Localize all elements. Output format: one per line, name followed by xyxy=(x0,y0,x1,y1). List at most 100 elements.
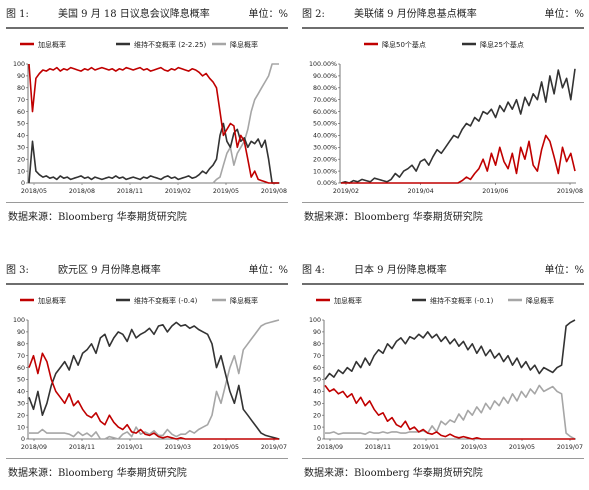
y-tick-label: 100.00% xyxy=(309,61,337,68)
y-tick-label: 80 xyxy=(17,341,25,348)
chart-4: 加息概率 维持不变概率 (-0.1) 降息概率 0 10 20 30 40 50 60 70 80 90… xyxy=(309,296,583,451)
header-rule xyxy=(302,283,584,285)
y-tick-label: 50.00% xyxy=(313,121,337,128)
x-tick-label: 2019/03 xyxy=(461,444,487,451)
legend-label: 维持不变概率 (-0.4) xyxy=(134,296,198,305)
y-tick-label: 0 xyxy=(21,180,25,187)
y-tick-label: 90 xyxy=(17,329,25,336)
y-tick-label: 40 xyxy=(17,133,25,140)
footer-rule xyxy=(6,458,288,459)
y-tick-label: 0 xyxy=(317,436,321,443)
chart-1: 加息概率 维持不变概率 (2-2.25) 降息概率 0 10 20 30 40 50 60 70 80… xyxy=(13,40,287,195)
y-tick-label: 30 xyxy=(17,401,25,408)
legend-label: 加息概率 xyxy=(38,40,66,49)
y-tick-label: 70 xyxy=(17,97,25,104)
series-line xyxy=(29,63,279,184)
y-tick-label: 60.00% xyxy=(313,109,337,116)
y-tick-label: 100 xyxy=(13,61,25,68)
chart-2: 降息50个基点 降息25个基点 0.00% 10.00% 20.00% 30.00% 40.… xyxy=(309,40,583,195)
y-tick-label: 90.00% xyxy=(313,73,337,80)
y-tick-label: 30 xyxy=(313,401,321,408)
series-line xyxy=(28,63,279,184)
chart-title: 欧元区 9 月份降息概率 xyxy=(58,265,161,276)
source-text: 数据来源：Bloomberg 华泰期货研究院 xyxy=(8,212,187,223)
chart-title: 美国 9 月 18 日议息会议降息概率 xyxy=(58,9,210,20)
x-tick-label: 2018/05 xyxy=(21,188,47,195)
y-tick-label: 20 xyxy=(313,412,321,419)
x-tick-label: 2019/07 xyxy=(557,444,583,451)
y-tick-label: 80.00% xyxy=(313,85,337,92)
y-tick-label: 50 xyxy=(17,377,25,384)
legend-label: 加息概率 xyxy=(38,296,66,305)
panel-header: 图 1: 美国 9 月 18 日议息会议降息概率 单位：% xyxy=(6,6,288,26)
figure-label: 图 4: xyxy=(302,265,325,276)
y-tick-label: 40 xyxy=(313,389,321,396)
chart-title: 日本 9 月份降息概率 xyxy=(354,265,447,276)
y-tick-label: 20 xyxy=(17,156,25,163)
y-tick-label: 10 xyxy=(17,168,25,175)
footer-rule xyxy=(302,458,584,459)
panel-header: 图 3: 欧元区 9 月份降息概率 单位：% xyxy=(6,262,288,282)
legend-label: 降息概率 xyxy=(230,40,258,49)
footer-rule xyxy=(6,202,288,203)
y-tick-label: 30 xyxy=(17,145,25,152)
panel-header: 图 4: 日本 9 月份降息概率 单位：% xyxy=(302,262,584,282)
x-tick-label: 2019/01 xyxy=(117,444,143,451)
source-text: 数据来源：Bloomberg 华泰期货研究院 xyxy=(304,468,483,479)
x-tick-label: 2018/09 xyxy=(21,444,47,451)
x-tick-label: 2019/08 xyxy=(557,188,583,195)
y-tick-label: 10.00% xyxy=(313,168,337,175)
header-rule xyxy=(6,27,288,29)
chart-title: 美联储 9 月份降息基点概率 xyxy=(354,9,477,20)
series-line xyxy=(28,321,280,440)
series-line xyxy=(324,319,576,380)
y-tick-label: 60 xyxy=(313,365,321,372)
unit-label: 单位：% xyxy=(248,9,288,20)
series-line xyxy=(324,384,575,440)
x-tick-label: 2019/02 xyxy=(333,188,359,195)
x-tick-label: 2019/05 xyxy=(213,188,239,195)
series-line xyxy=(28,122,279,184)
series-line xyxy=(28,352,279,440)
panel-header: 图 2: 美联储 9 月份降息基点概率 单位：% xyxy=(302,6,584,26)
chart-3: 加息概率 维持不变概率 (-0.4) 降息概率 0 10 20 30 40 50 60 70 80 90… xyxy=(13,296,287,451)
legend-label: 降息50个基点 xyxy=(382,40,426,49)
y-tick-label: 0 xyxy=(21,436,25,443)
y-tick-label: 100 xyxy=(309,317,321,324)
y-tick-label: 60 xyxy=(17,365,25,372)
x-tick-label: 2019/05 xyxy=(213,444,239,451)
series-line xyxy=(341,134,576,184)
y-tick-label: 50 xyxy=(313,377,321,384)
unit-label: 单位：% xyxy=(248,265,288,276)
unit-label: 单位：% xyxy=(544,9,584,20)
y-tick-label: 0.00% xyxy=(317,180,337,187)
header-rule xyxy=(6,283,288,285)
legend-label: 降息概率 xyxy=(526,296,554,305)
source-text: 数据来源：Bloomberg 华泰期货研究院 xyxy=(8,468,187,479)
unit-label: 单位：% xyxy=(544,265,584,276)
legend-label: 维持不变概率 (-0.1) xyxy=(430,296,494,305)
x-tick-label: 2019/03 xyxy=(165,444,191,451)
x-tick-label: 2019/08 xyxy=(261,188,287,195)
y-tick-label: 70 xyxy=(17,353,25,360)
y-tick-label: 100 xyxy=(13,317,25,324)
x-tick-label: 2018/11 xyxy=(365,444,391,451)
y-tick-label: 60 xyxy=(17,109,25,116)
x-tick-label: 2018/09 xyxy=(317,444,343,451)
x-tick-label: 2019/05 xyxy=(509,444,535,451)
series-line xyxy=(340,68,576,184)
y-tick-label: 80 xyxy=(17,85,25,92)
x-tick-label: 2019/06 xyxy=(482,188,508,195)
y-tick-label: 20 xyxy=(17,412,25,419)
legend-label: 降息25个基点 xyxy=(480,40,524,49)
y-tick-label: 90 xyxy=(313,329,321,336)
footer-rule xyxy=(302,202,584,203)
legend-label: 维持不变概率 (2-2.25) xyxy=(134,40,207,49)
x-tick-label: 2018/11 xyxy=(117,188,143,195)
source-text: 数据来源：Bloomberg 华泰期货研究院 xyxy=(304,212,483,223)
y-tick-label: 10 xyxy=(17,424,25,431)
y-tick-label: 30.00% xyxy=(313,145,337,152)
figure-label: 图 3: xyxy=(6,265,29,276)
figure-label: 图 2: xyxy=(302,9,325,20)
y-tick-label: 40 xyxy=(17,389,25,396)
